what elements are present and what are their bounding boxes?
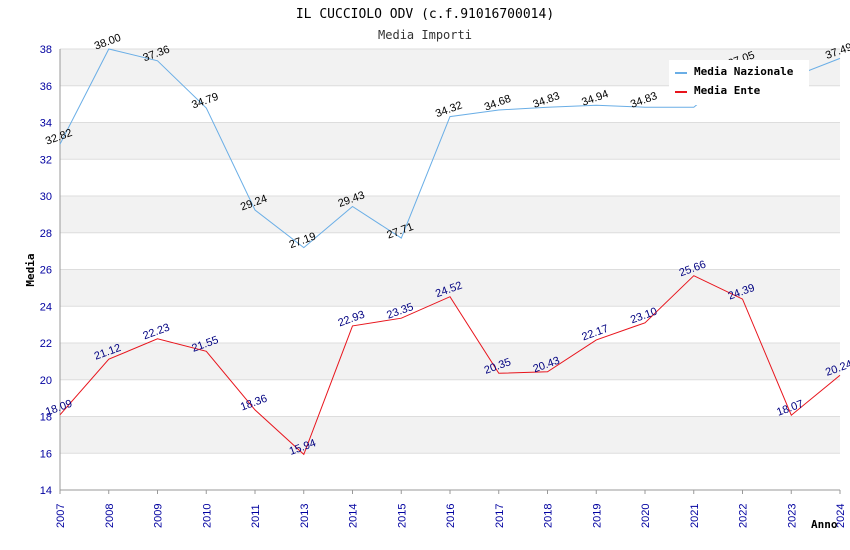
x-tick-label: 2020: [640, 504, 652, 528]
x-tick-label: 2023: [786, 504, 798, 528]
y-tick-label: 22: [40, 338, 52, 350]
x-tick-label: 2017: [494, 504, 506, 528]
x-axis-label: Anno: [811, 518, 838, 531]
x-tick-label: 2008: [104, 504, 116, 528]
y-tick-labels: 14 16 18 20 22 24 26 28 30 32 34 36 38: [40, 44, 52, 497]
grid-band: [60, 159, 840, 196]
y-tick-label: 34: [40, 118, 52, 130]
legend-background: [669, 60, 809, 105]
y-tick-label: 26: [40, 265, 52, 277]
x-tick-label: 2024: [835, 504, 847, 528]
y-tick-label: 24: [40, 301, 52, 313]
grid-band: [60, 343, 840, 380]
y-tick-label: 20: [40, 375, 52, 387]
grid-bands: [60, 49, 840, 490]
x-tick-label: 2011: [250, 504, 262, 528]
chart-title: IL CUCCIOLO ODV (c.f.91016700014): [296, 7, 554, 22]
grid-band: [60, 196, 840, 233]
x-tick-label: 2016: [445, 504, 457, 528]
legend-label-media-ente: Media Ente: [694, 84, 761, 97]
y-tick-label: 28: [40, 228, 52, 240]
x-tick-label: 2021: [689, 504, 701, 528]
legend-label-media-nazionale: Media Nazionale: [694, 65, 794, 78]
y-tick-label: 18: [40, 412, 52, 424]
x-tick-label: 2015: [396, 504, 408, 528]
grid-band: [60, 269, 840, 307]
y-tick-label: 16: [40, 448, 52, 460]
x-tick-label: 2013: [299, 504, 311, 528]
x-tick-label: 2019: [591, 504, 603, 528]
x-tick-label: 2009: [153, 504, 165, 528]
y-tick-label: 38: [40, 44, 52, 56]
grid-band: [60, 416, 840, 454]
grid-band: [60, 122, 840, 160]
x-tick-labels: 2007 2008 2009 2010 2011 2013 2014 2015 2016 2017…: [55, 504, 847, 528]
grid-band: [60, 306, 840, 343]
y-tick-label: 36: [40, 81, 52, 93]
x-tick-label: 2022: [738, 504, 750, 528]
legend: Media Nazionale Media Ente: [669, 60, 809, 105]
y-axis-label: Media: [24, 253, 37, 286]
x-tick-label: 2007: [55, 504, 67, 528]
x-tick-label: 2018: [543, 504, 555, 528]
grid-band: [60, 379, 840, 417]
grid-band: [60, 453, 840, 490]
grid-band: [60, 232, 840, 270]
chart-subtitle: Media Importi: [378, 28, 472, 42]
x-tick-label: 2010: [201, 504, 213, 528]
x-tick-label: 2014: [348, 504, 360, 528]
y-tick-label: 14: [40, 485, 52, 497]
series-line-media-ente: [59, 275, 841, 456]
y-tick-label: 30: [40, 191, 52, 203]
y-tick-label: 32: [40, 154, 52, 166]
